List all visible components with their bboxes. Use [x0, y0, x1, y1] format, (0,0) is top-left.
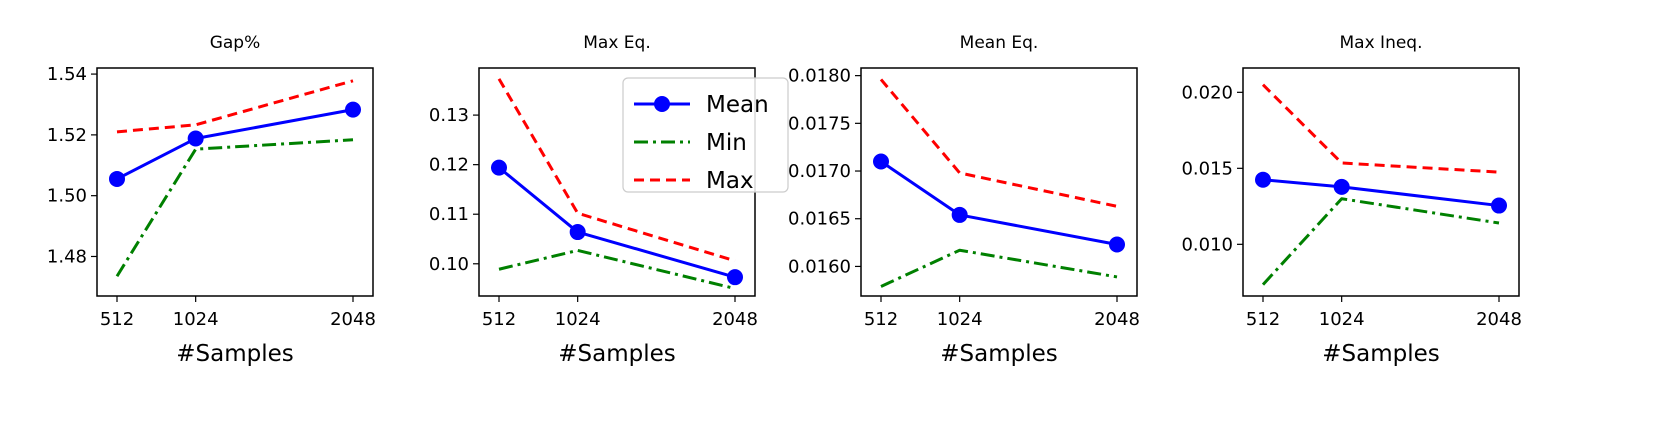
- mean-point: [1109, 236, 1125, 253]
- legend-label-max: Max: [706, 168, 754, 194]
- panel-title: Mean Eq.: [960, 33, 1039, 53]
- series-line-min: [498, 248, 736, 291]
- mean-point: [1255, 171, 1271, 188]
- y-tick-label: 1.50: [47, 186, 87, 207]
- y-tick-label: 0.11: [429, 204, 469, 225]
- y-tick-label: 0.0170: [788, 161, 851, 182]
- y-tick-label: 0.0180: [788, 66, 851, 87]
- mean-point: [1333, 178, 1350, 195]
- panel-4: Max Ineq. 512 1024 2048 0.010 0.015 0.020 #Samp…: [1181, 33, 1521, 367]
- x-tick-label: 1024: [555, 309, 601, 330]
- y-tick-label: 0.0160: [788, 256, 851, 277]
- x-axis-label: #Samples: [558, 341, 676, 367]
- panel-1: Gap% 512 1024 2048 1.48 1.50 1.52 1.54 #Samples: [47, 33, 376, 367]
- y-tick-label: 0.10: [429, 254, 469, 275]
- series-line-max: [1261, 83, 1500, 174]
- x-tick-label: 2048: [1094, 309, 1140, 330]
- legend-marker-mean: [654, 96, 670, 112]
- series-line-mean: [880, 160, 1118, 246]
- panel-title: Gap%: [210, 33, 261, 53]
- x-tick-label: 512: [1246, 309, 1280, 330]
- panel-3: Mean Eq. 512 1024 2048 0.0160 0.0165 0.0170 0.0…: [788, 33, 1140, 367]
- x-tick-label: 512: [482, 309, 516, 330]
- series-line-max: [879, 78, 1118, 208]
- axes-frame: [96, 67, 374, 297]
- x-tick-label: 1024: [173, 309, 219, 330]
- panel-title: Max Ineq.: [1340, 33, 1423, 53]
- x-tick-label: 2048: [330, 309, 376, 330]
- y-tick-label: 0.010: [1181, 234, 1233, 255]
- mean-point: [569, 224, 586, 241]
- x-axis-label: #Samples: [176, 341, 294, 367]
- y-tick-label: 0.0175: [788, 113, 851, 134]
- legend-label-min: Min: [706, 130, 747, 156]
- x-tick-label: 2048: [1476, 309, 1522, 330]
- series-line-mean: [1262, 178, 1500, 208]
- legend-label-mean: Mean: [706, 92, 769, 118]
- y-tick-label: 1.52: [47, 125, 87, 146]
- series-line-max: [116, 79, 354, 134]
- mean-point: [951, 206, 968, 223]
- x-tick-label: 1024: [1319, 309, 1365, 330]
- x-tick-label: 1024: [937, 309, 983, 330]
- y-tick-label: 0.020: [1181, 82, 1233, 103]
- mean-point: [491, 159, 507, 176]
- series-line-mean: [116, 108, 354, 181]
- mean-point: [1491, 197, 1507, 214]
- y-tick-label: 0.12: [429, 155, 469, 176]
- mean-point: [109, 170, 125, 187]
- axes-frame: [860, 67, 1138, 297]
- y-tick-label: 1.48: [47, 246, 87, 267]
- mean-point: [727, 269, 743, 286]
- legend: Mean Min Max: [622, 77, 789, 194]
- x-tick-label: 512: [864, 309, 898, 330]
- y-tick-label: 0.0165: [788, 209, 851, 230]
- series-line-min: [1261, 197, 1500, 286]
- series-line-min: [880, 248, 1118, 288]
- series-line-min: [115, 138, 354, 278]
- y-tick-label: 0.13: [429, 105, 469, 126]
- x-tick-label: 512: [100, 309, 134, 330]
- mean-point: [873, 153, 889, 170]
- y-tick-label: 1.54: [47, 64, 87, 85]
- mean-point: [345, 101, 361, 118]
- series-line-max: [497, 78, 736, 263]
- mean-point: [187, 130, 204, 147]
- panel-title: Max Eq.: [583, 33, 651, 53]
- x-axis-label: #Samples: [940, 341, 1058, 367]
- axes-frame: [1242, 67, 1520, 297]
- x-axis-label: #Samples: [1322, 341, 1440, 367]
- y-tick-label: 0.015: [1181, 158, 1233, 179]
- x-tick-label: 2048: [712, 309, 758, 330]
